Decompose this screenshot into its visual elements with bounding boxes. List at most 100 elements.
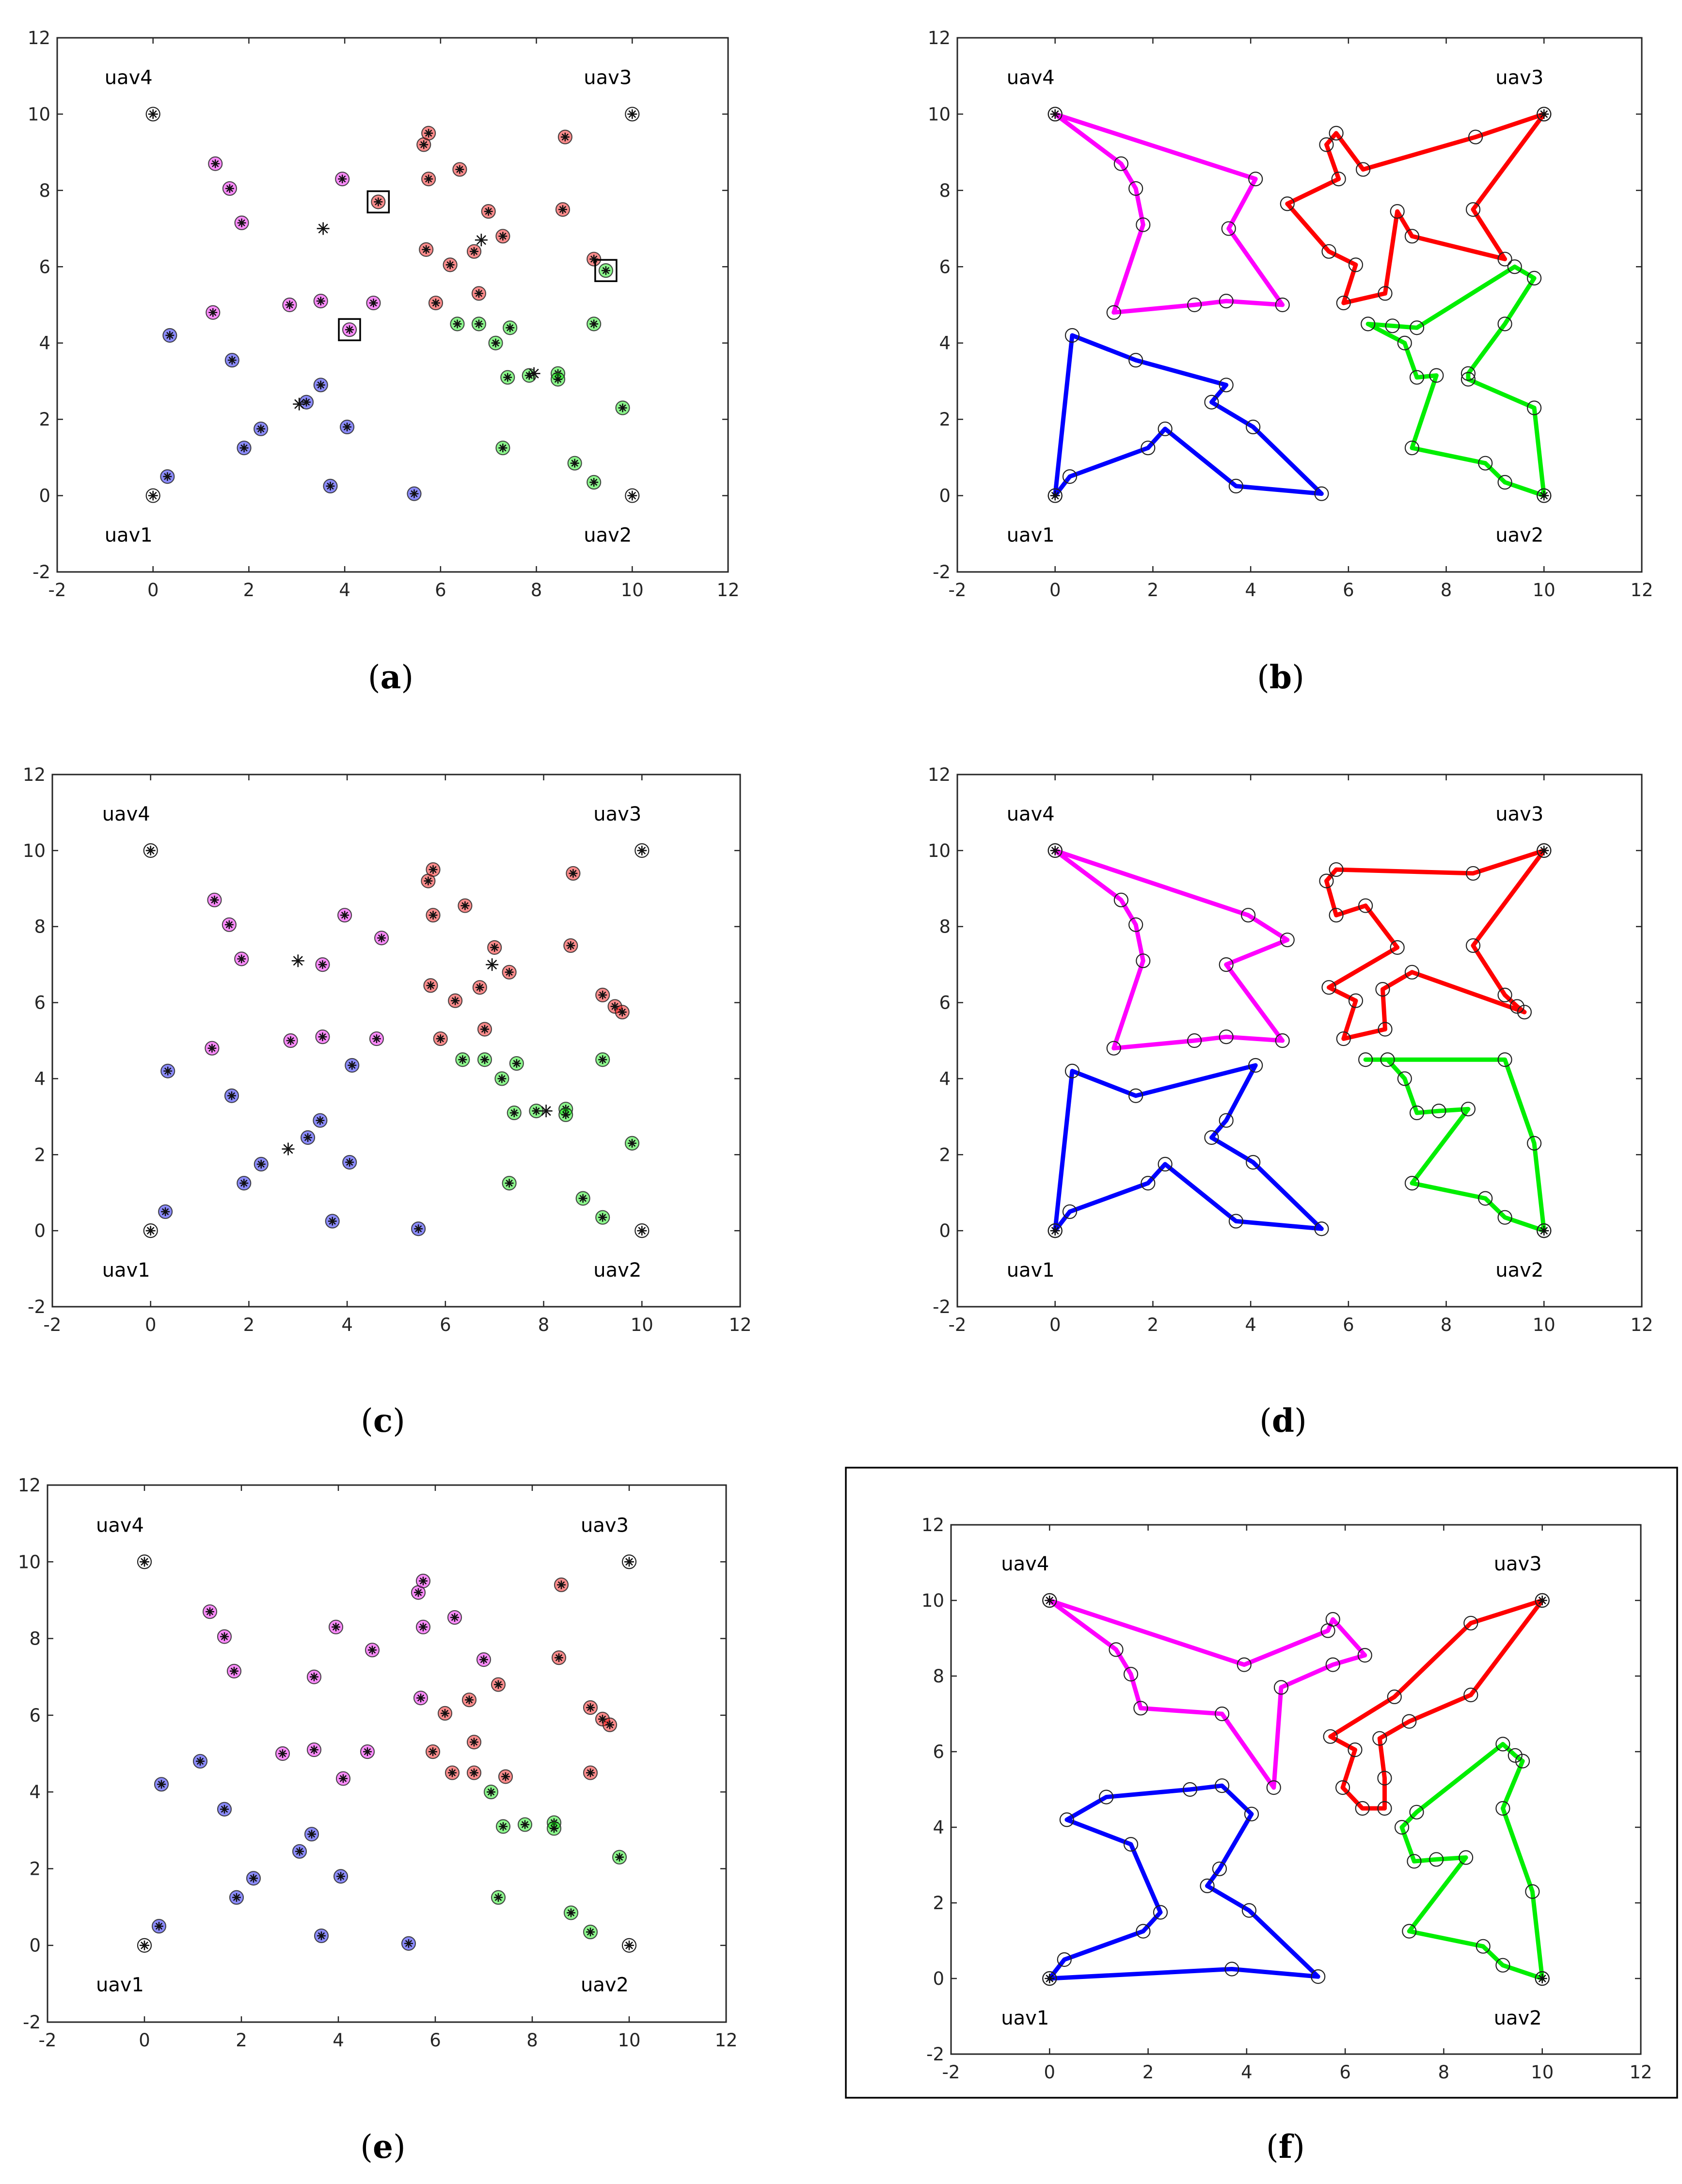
target-marker xyxy=(208,308,218,317)
depot-uav1 xyxy=(1047,1223,1063,1238)
y-tick-label: 6 xyxy=(39,256,50,277)
waypoint-uav3 xyxy=(1329,862,1344,877)
waypoint-uav1 xyxy=(1246,419,1261,434)
target-marker xyxy=(416,1693,425,1703)
target-marker xyxy=(512,1059,521,1068)
cluster-center-marker xyxy=(291,954,304,967)
x-tick-label: 0 xyxy=(147,580,159,601)
panel-c: -2-2 0 0 2 2 4 4 6 6 8 8 10 10 12 12 uav1 uav2 uav3 uav4 (c… xyxy=(23,764,752,1440)
y-tick-label: 0 xyxy=(939,486,951,506)
depot-uav1 xyxy=(1042,1971,1057,1986)
cluster-center-marker xyxy=(475,234,488,247)
waypoint-uav3 xyxy=(1331,172,1346,187)
label-uav2: uav2 xyxy=(584,524,632,547)
waypoint-uav4 xyxy=(1106,305,1121,320)
waypoint-uav1 xyxy=(1224,1962,1239,1977)
waypoint-uav1 xyxy=(1141,1176,1156,1191)
target-marker xyxy=(554,375,563,384)
target-marker xyxy=(428,865,438,874)
depot-uav3 xyxy=(635,843,650,858)
target-marker xyxy=(161,1207,170,1216)
waypoint-uav2 xyxy=(1407,1854,1422,1869)
waypoint-uav3 xyxy=(1509,999,1524,1014)
x-tick-label: 2 xyxy=(243,580,255,601)
y-tick-label: 12 xyxy=(23,764,46,785)
target-marker xyxy=(286,1036,295,1045)
waypoint-uav4 xyxy=(1325,1657,1340,1672)
y-tick-label: 0 xyxy=(939,1220,951,1241)
target-marker xyxy=(220,1804,229,1814)
waypoint-uav3 xyxy=(1378,286,1393,301)
target-marker xyxy=(445,260,455,269)
waypoint-uav1 xyxy=(1099,1789,1114,1804)
x-tick-label: 6 xyxy=(429,2030,441,2051)
route-uav4 xyxy=(1053,848,1290,1051)
target-marker xyxy=(503,373,512,382)
target-marker xyxy=(303,1133,313,1142)
target-marker xyxy=(227,356,237,365)
x-tick-label: 12 xyxy=(1630,580,1653,601)
target-marker xyxy=(506,323,515,332)
target-marker xyxy=(295,1847,304,1856)
waypoint-uav4 xyxy=(1357,1648,1372,1663)
depot-marker xyxy=(624,1940,634,1950)
target-marker xyxy=(460,901,470,910)
label-uav2: uav2 xyxy=(1495,1259,1543,1282)
target-marker xyxy=(224,920,234,929)
waypoint-uav4 xyxy=(1273,1680,1289,1695)
route-uav1 xyxy=(1047,1783,1320,1981)
waypoint-uav3 xyxy=(1321,980,1336,995)
depot-marker xyxy=(140,1940,149,1950)
y-tick-label: 0 xyxy=(39,486,50,506)
target-marker xyxy=(230,1666,238,1676)
waypoint-uav1 xyxy=(1158,1156,1173,1171)
waypoint-uav2 xyxy=(1459,1850,1474,1865)
cluster-center-marker xyxy=(486,958,499,971)
x-tick-label: 4 xyxy=(341,1314,353,1335)
waypoint-uav4 xyxy=(1275,1033,1290,1048)
waypoint-uav2 xyxy=(1409,1804,1424,1820)
target-marker xyxy=(239,443,249,453)
target-marker xyxy=(220,1632,229,1641)
target-marker xyxy=(363,1747,372,1757)
target-marker xyxy=(207,1044,217,1053)
x-tick-label: 4 xyxy=(1245,1314,1256,1335)
waypoint-uav3 xyxy=(1348,1742,1363,1757)
target-marker xyxy=(424,128,433,138)
waypoint-uav3 xyxy=(1404,229,1420,244)
waypoint-uav1 xyxy=(1200,1878,1215,1893)
y-tick-label: 12 xyxy=(928,764,951,785)
depot-marker xyxy=(1537,1974,1547,1983)
waypoint-uav1 xyxy=(1214,1778,1230,1793)
x-tick-label: 6 xyxy=(1339,2062,1351,2083)
target-marker xyxy=(336,1872,345,1881)
waypoint-uav2 xyxy=(1515,1754,1530,1769)
waypoint-uav4 xyxy=(1109,1642,1124,1657)
cluster-center-marker xyxy=(527,367,540,380)
waypoint-uav3 xyxy=(1348,257,1364,272)
target-marker xyxy=(278,1749,287,1758)
x-tick-label: 8 xyxy=(1441,1314,1452,1335)
target-marker xyxy=(441,1709,449,1718)
y-tick-label: -2 xyxy=(23,2012,41,2033)
depot-uav4 xyxy=(145,107,160,122)
x-tick-label: 10 xyxy=(1533,580,1555,601)
waypoint-uav1 xyxy=(1062,1204,1078,1219)
target-marker xyxy=(310,1745,318,1755)
label-uav1: uav1 xyxy=(102,1259,150,1282)
cluster-center-marker xyxy=(317,222,330,235)
waypoint-uav1 xyxy=(1246,1155,1261,1170)
target-marker xyxy=(589,319,599,329)
y-tick-label: 4 xyxy=(939,1068,951,1089)
target-marker xyxy=(318,1032,327,1042)
target-marker xyxy=(285,301,294,309)
waypoint-uav3 xyxy=(1465,866,1481,881)
waypoint-uav3 xyxy=(1468,129,1483,144)
waypoint-uav3 xyxy=(1375,982,1390,997)
y-tick-label: 10 xyxy=(928,104,951,125)
waypoint-uav2 xyxy=(1478,456,1493,471)
waypoint-uav3 xyxy=(1463,1687,1478,1703)
x-tick-label: 2 xyxy=(236,2030,247,2051)
waypoint-uav2 xyxy=(1361,317,1376,332)
waypoint-uav2 xyxy=(1497,1052,1512,1067)
